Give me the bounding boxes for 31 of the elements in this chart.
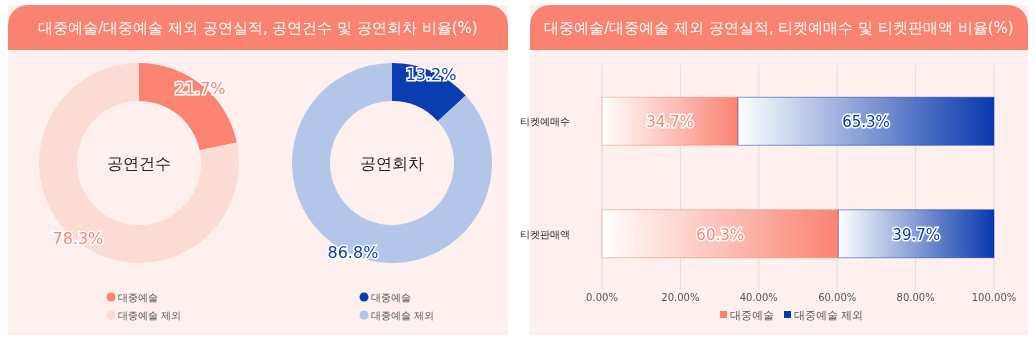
legend-label: 대중예술 <box>730 309 774 322</box>
legend-label: 대중예술 제외 <box>118 310 182 321</box>
x-tick-label: 100.00% <box>971 292 1017 303</box>
legend-label: 대중예술 제외 <box>371 310 435 321</box>
y-tick-label: 티켓판매액 <box>520 228 570 240</box>
bar <box>837 209 995 259</box>
donut-slice <box>139 63 237 151</box>
x-tick-label: 60.00% <box>818 292 857 303</box>
data-label: 65.3% <box>842 113 890 132</box>
x-tick-label: 80.00% <box>896 292 935 303</box>
legend-label: 대중예술 제외 <box>794 309 864 322</box>
text: 공연건수 <box>107 154 171 173</box>
legend-label: 대중예술 <box>371 292 411 303</box>
donut-slice <box>39 63 239 263</box>
data-label: 78.3% <box>52 229 104 249</box>
chart-title: 대중예술/대중예술 제외 공연실적, 티켓예매수 및 티켓판매액 비율(%) <box>544 19 1014 37</box>
data-label: 86.8% <box>327 242 379 262</box>
x-tick-label: 40.00% <box>739 292 778 303</box>
chart-title: 대중예술/대중예술 제외 공연실적, 공연건수 및 공연회차 비율(%) <box>38 19 478 37</box>
data-label: 34.7% <box>646 113 694 132</box>
legend-label: 대중예술 <box>118 292 158 303</box>
bar <box>737 96 995 146</box>
bar <box>601 209 839 259</box>
data-label: 39.7% <box>892 225 941 244</box>
bar <box>601 96 739 146</box>
x-tick-label: 0.00% <box>586 292 618 303</box>
data-label: 60.3% <box>696 225 745 244</box>
y-tick-label: 티켓예매수 <box>520 116 570 128</box>
text: 공연회차 <box>360 154 424 173</box>
donut-slice <box>292 63 492 263</box>
x-tick-label: 20.00% <box>661 292 700 303</box>
